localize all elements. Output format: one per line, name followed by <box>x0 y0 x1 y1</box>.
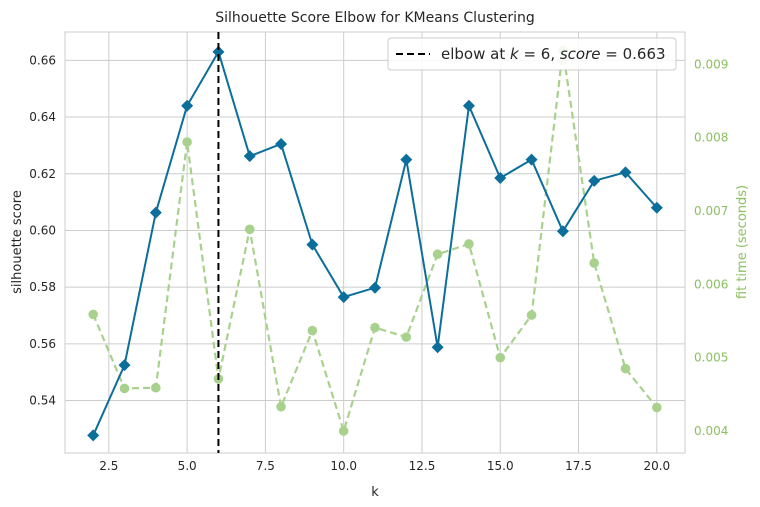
fit-time-point <box>119 383 130 394</box>
silhouette-score-point <box>87 429 100 442</box>
y-axis-label: silhouette score <box>10 190 25 294</box>
fit-time-point <box>276 401 286 412</box>
x-axis-label: k <box>371 485 379 500</box>
y-tick-label: 0.58 <box>29 280 56 294</box>
legend-score-value: = 0.663 <box>601 45 666 63</box>
silhouette-score-point <box>337 291 350 304</box>
fit-time-point <box>307 325 318 336</box>
y2-tick-label: 0.006 <box>694 277 728 291</box>
silhouette-score-point <box>118 359 131 372</box>
silhouette-score-point <box>650 201 663 214</box>
silhouette-score-point <box>431 341 444 354</box>
y2-tick-labels: 0.004 0.005 0.006 0.007 0.008 0.009 <box>694 57 728 438</box>
silhouette-score-point <box>462 99 475 112</box>
y-tick-label: 0.66 <box>29 53 56 67</box>
y-tick-label: 0.64 <box>29 110 56 124</box>
x-tick-label: 12.5 <box>409 459 436 473</box>
fit-time-point <box>182 137 192 147</box>
x-tick-label: 5.0 <box>178 459 197 473</box>
fit-time-point <box>370 322 380 333</box>
y2-axis-label: fit time (seconds) <box>735 185 750 299</box>
fit-time-point <box>88 309 98 320</box>
plot-frame <box>64 31 686 454</box>
fit-time-point <box>151 382 161 393</box>
legend-prefix: elbow at <box>441 45 510 63</box>
x-tick-label: 15.0 <box>487 459 514 473</box>
y2-tick-label: 0.007 <box>694 204 728 218</box>
legend-elbow-label: elbow at k = 6, score = 0.663 <box>441 45 666 63</box>
fit-time-point <box>464 239 474 249</box>
fit-time-point <box>620 363 631 374</box>
y2-tick-label: 0.008 <box>694 131 728 145</box>
y-tick-label: 0.60 <box>29 223 56 237</box>
silhouette-score-point <box>619 166 632 179</box>
y-tick-labels: 0.54 0.56 0.58 0.60 0.62 0.64 0.66 <box>29 53 56 407</box>
y2-tick-label: 0.004 <box>694 424 728 438</box>
legend-score-var: score <box>560 45 601 63</box>
legend-k-var: k <box>510 45 520 63</box>
legend: elbow at k = 6, score = 0.663 <box>387 37 677 71</box>
fit-time-point <box>244 224 255 235</box>
silhouette-score-point <box>149 206 162 219</box>
y-tick-label: 0.56 <box>29 337 56 351</box>
x-tick-labels: 2.5 5.0 7.5 10.0 12.5 15.0 17.5 20.0 <box>99 459 670 473</box>
x-tick-label: 10.0 <box>330 459 357 473</box>
fit-time-point <box>652 402 662 413</box>
legend-box <box>387 37 677 71</box>
silhouette-score-point <box>588 174 601 187</box>
y-tick-label: 0.54 <box>29 394 56 408</box>
x-tick-label: 17.5 <box>565 459 592 473</box>
fit-time-point <box>338 426 349 436</box>
silhouette-score-point <box>525 153 538 166</box>
chart-title: Silhouette Score Elbow for KMeans Cluste… <box>215 10 535 26</box>
silhouette-score-point <box>400 153 413 166</box>
y-tick-label: 0.62 <box>29 167 56 181</box>
fit-time-point <box>589 258 599 268</box>
fit-time-point <box>432 249 443 260</box>
y2-tick-label: 0.009 <box>694 57 728 71</box>
silhouette-score-point <box>556 225 569 238</box>
silhouette-score-point <box>212 45 225 58</box>
y2-tick-label: 0.005 <box>694 351 728 365</box>
fit-time-point <box>526 310 537 320</box>
fit-time-point <box>401 332 412 342</box>
silhouette-score-point <box>181 99 194 112</box>
plot-area <box>64 31 686 454</box>
x-tick-label: 20.0 <box>643 459 670 473</box>
legend-k-value: = 6, <box>519 45 560 63</box>
silhouette-score-series <box>87 45 663 442</box>
silhouette-score-point <box>306 238 319 251</box>
silhouette-score-point <box>243 150 256 163</box>
x-tick-label: 7.5 <box>256 459 275 473</box>
silhouette-score-point <box>494 172 507 185</box>
silhouette-score-point <box>275 137 288 150</box>
silhouette-score-point <box>369 281 381 294</box>
x-tick-label: 2.5 <box>99 459 118 473</box>
fit-time-point <box>495 352 506 363</box>
